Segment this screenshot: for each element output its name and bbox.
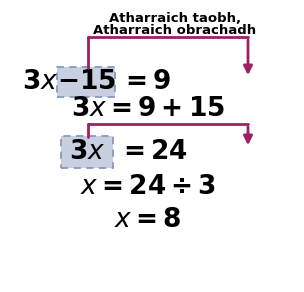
Text: $\mathbf{= 9}$: $\mathbf{= 9}$ bbox=[120, 69, 171, 95]
FancyBboxPatch shape bbox=[57, 67, 115, 97]
Text: $\mathbf{= 24}$: $\mathbf{= 24}$ bbox=[118, 139, 188, 165]
FancyBboxPatch shape bbox=[61, 136, 113, 168]
Text: $\mathit{x}\mathbf{ = 8}$: $\mathit{x}\mathbf{ = 8}$ bbox=[114, 207, 182, 233]
Text: $\mathbf{3}\mathit{x}$: $\mathbf{3}\mathit{x}$ bbox=[69, 139, 105, 165]
Text: Atharraich obrachadh: Atharraich obrachadh bbox=[93, 24, 257, 37]
Text: $\mathit{x}\mathbf{ = 24 \div 3}$: $\mathit{x}\mathbf{ = 24 \div 3}$ bbox=[80, 174, 216, 200]
Text: Atharraich taobh,: Atharraich taobh, bbox=[109, 12, 241, 25]
Text: $\mathbf{3}\mathit{x}\mathbf{ = 9 + 15}$: $\mathbf{3}\mathit{x}\mathbf{ = 9 + 15}$ bbox=[71, 96, 225, 122]
Text: $\mathbf{3}\mathit{x}$: $\mathbf{3}\mathit{x}$ bbox=[22, 69, 58, 95]
Text: $\mathbf{- 15}$: $\mathbf{- 15}$ bbox=[57, 69, 116, 95]
